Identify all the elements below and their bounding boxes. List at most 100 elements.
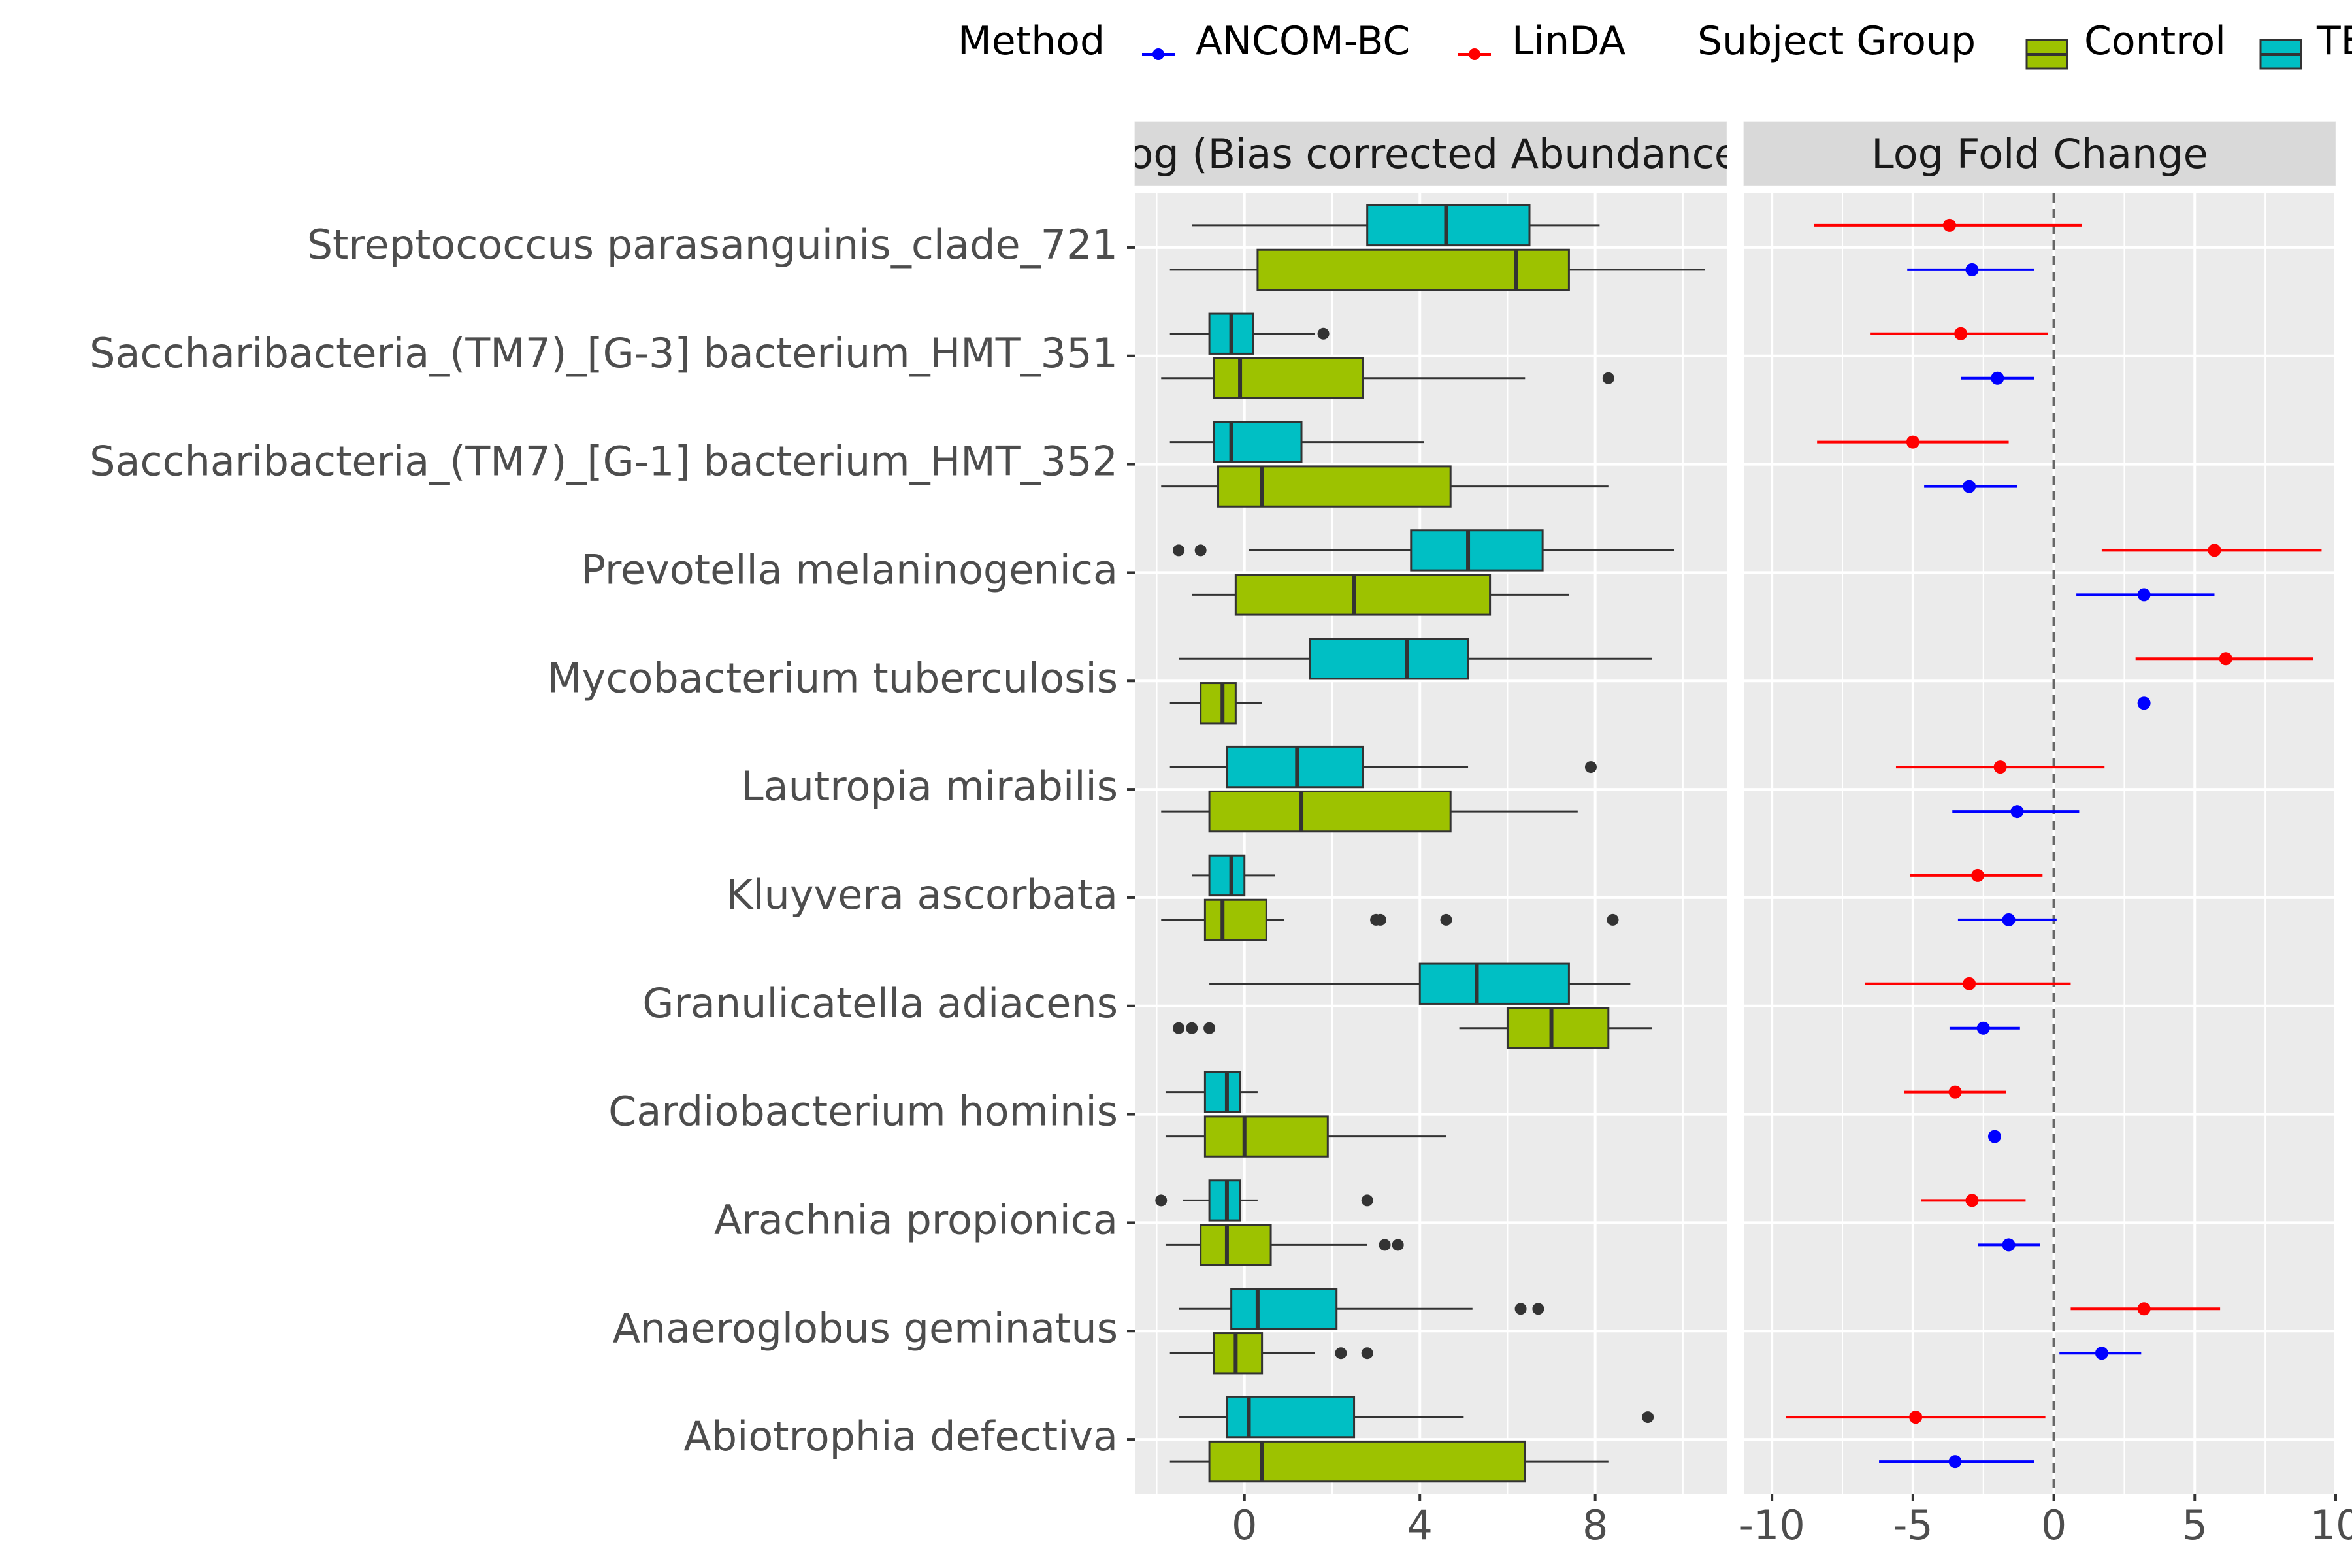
boxplot-tb <box>1179 1288 1544 1330</box>
panel-abundance <box>1135 193 1727 1494</box>
estimate-point-ancom-bc <box>2002 913 2016 926</box>
boxplot-tb <box>1192 854 1275 897</box>
outlier-point <box>1317 327 1330 340</box>
y-tick-label: Streptococcus parasanguinis_clade_721 <box>307 221 1118 269</box>
y-tick-label: Kluyvera ascorbata <box>727 871 1118 919</box>
box-iqr <box>1208 1179 1241 1222</box>
x-tick-label: 10 <box>2310 1501 2352 1549</box>
estimate-point-linda <box>2208 544 2221 557</box>
box-iqr <box>1234 574 1492 616</box>
legend-group-title: Subject Group <box>1697 18 1976 64</box>
boxplot-control <box>1169 1332 1373 1375</box>
boxplot-control <box>1192 574 1569 616</box>
boxplot-tb <box>1169 421 1424 463</box>
box-iqr <box>1203 1115 1329 1158</box>
outlier-point <box>1173 1022 1185 1034</box>
estimate-point-ancom-bc <box>2010 805 2024 819</box>
boxplot-tb <box>1209 962 1631 1005</box>
estimate-point-linda <box>1906 435 1919 449</box>
x-axis-log-fold-change: -10 -5 0 5 10 <box>1739 1494 2352 1549</box>
estimate-point-ancom-bc <box>2002 1238 2016 1252</box>
box-iqr <box>1203 898 1267 941</box>
strip-left <box>1134 121 1727 186</box>
legend: Method ANCOM-BC LinDA Subject Group Cont… <box>958 18 2352 70</box>
estimate-point-linda <box>2137 1302 2151 1316</box>
outlier-point <box>1642 1411 1654 1424</box>
boxplot-control <box>1169 248 1705 291</box>
box-iqr <box>1208 1440 1526 1483</box>
outlier-point <box>1532 1303 1544 1315</box>
outlier-point <box>1584 761 1597 774</box>
legend-ancom-label: ANCOM-BC <box>1196 18 1410 64</box>
estimate-point-ancom-bc <box>1976 1021 1990 1035</box>
box-iqr <box>1213 1332 1264 1375</box>
boxplot-control <box>1169 682 1262 725</box>
boxplot-tb <box>1179 638 1652 680</box>
boxplot-tb <box>1165 1071 1258 1113</box>
y-tick-label: Prevotella melaninogenica <box>581 546 1118 594</box>
box-iqr <box>1217 465 1452 508</box>
boxplot-tb <box>1169 312 1330 355</box>
outlier-point <box>1361 1194 1373 1207</box>
estimate-point-linda <box>1993 760 2007 774</box>
x-tick-label: 4 <box>1407 1501 1432 1549</box>
boxplot-control <box>1169 1440 1609 1483</box>
outlier-point <box>1607 913 1619 926</box>
outlier-point <box>1173 544 1185 557</box>
estimate-point-ancom-bc <box>1948 1455 1962 1469</box>
estimate-point-ancom-bc <box>2137 696 2151 710</box>
panel-log-fold-change <box>1744 193 2337 1494</box>
box-iqr <box>1366 204 1531 247</box>
y-tick-label: Abiotrophia defectiva <box>683 1413 1118 1460</box>
box-iqr <box>1200 682 1237 725</box>
box-iqr <box>1256 248 1570 291</box>
y-tick-label: Saccharibacteria_(TM7)_[G-3] bacterium_H… <box>90 329 1118 377</box>
box-iqr <box>1410 529 1544 572</box>
boxplot-control <box>1173 1007 1652 1049</box>
estimate-point-linda <box>1971 868 1985 882</box>
outlier-point <box>1514 1303 1527 1315</box>
y-axis-labels: Streptococcus parasanguinis_clade_721 Sac… <box>90 221 1135 1460</box>
boxplot-control <box>1161 357 1614 399</box>
box-iqr <box>1230 1288 1338 1330</box>
y-tick-label: Mycobacterium tuberculosis <box>547 654 1118 702</box>
boxplot-tb <box>1173 529 1674 572</box>
boxplot-tb <box>1179 1396 1654 1439</box>
outlier-point <box>1392 1239 1404 1251</box>
estimate-point-ancom-bc <box>1963 480 1976 493</box>
x-axis-abundance: 0 4 8 <box>1232 1494 1608 1549</box>
legend-control-key <box>2025 39 2068 70</box>
outlier-point <box>1379 1239 1391 1251</box>
strip-right <box>1743 121 2336 186</box>
box-iqr <box>1213 357 1364 399</box>
x-tick-label: 8 <box>1582 1501 1608 1549</box>
outlier-point <box>1203 1022 1216 1034</box>
box-iqr <box>1200 1224 1272 1266</box>
box-iqr <box>1208 854 1246 897</box>
box-iqr <box>1506 1007 1610 1049</box>
estimate-point-linda <box>1954 327 1968 340</box>
box-iqr <box>1226 1396 1356 1439</box>
boxplot-control <box>1165 1115 1446 1158</box>
legend-tb-key <box>2259 39 2302 70</box>
box-iqr <box>1208 790 1452 833</box>
boxplot-control <box>1161 790 1578 833</box>
estimate-point-linda <box>1942 218 1956 232</box>
estimate-point-ancom-bc <box>1965 263 1979 276</box>
x-tick-label: 5 <box>2182 1501 2208 1549</box>
strip-left-label: Log (Bias corrected Abundance) <box>1107 130 1755 178</box>
box-iqr <box>1203 1071 1241 1113</box>
y-tick-label: Cardiobacterium hominis <box>608 1088 1118 1135</box>
box-iqr <box>1309 638 1469 680</box>
panel-abundance-background <box>1135 193 1727 1494</box>
box-iqr <box>1213 421 1303 463</box>
outlier-point <box>1361 1347 1373 1360</box>
y-tick-label: Lautropia mirabilis <box>741 762 1118 810</box>
y-tick-label: Saccharibacteria_(TM7)_[G-1] bacterium_H… <box>90 438 1118 485</box>
x-tick-label: -10 <box>1739 1501 1805 1549</box>
estimate-point-ancom-bc <box>1987 1130 2001 1143</box>
legend-method-title: Method <box>958 18 1105 64</box>
estimate-point-linda <box>2219 652 2232 666</box>
estimate-point-ancom-bc <box>2137 588 2151 602</box>
